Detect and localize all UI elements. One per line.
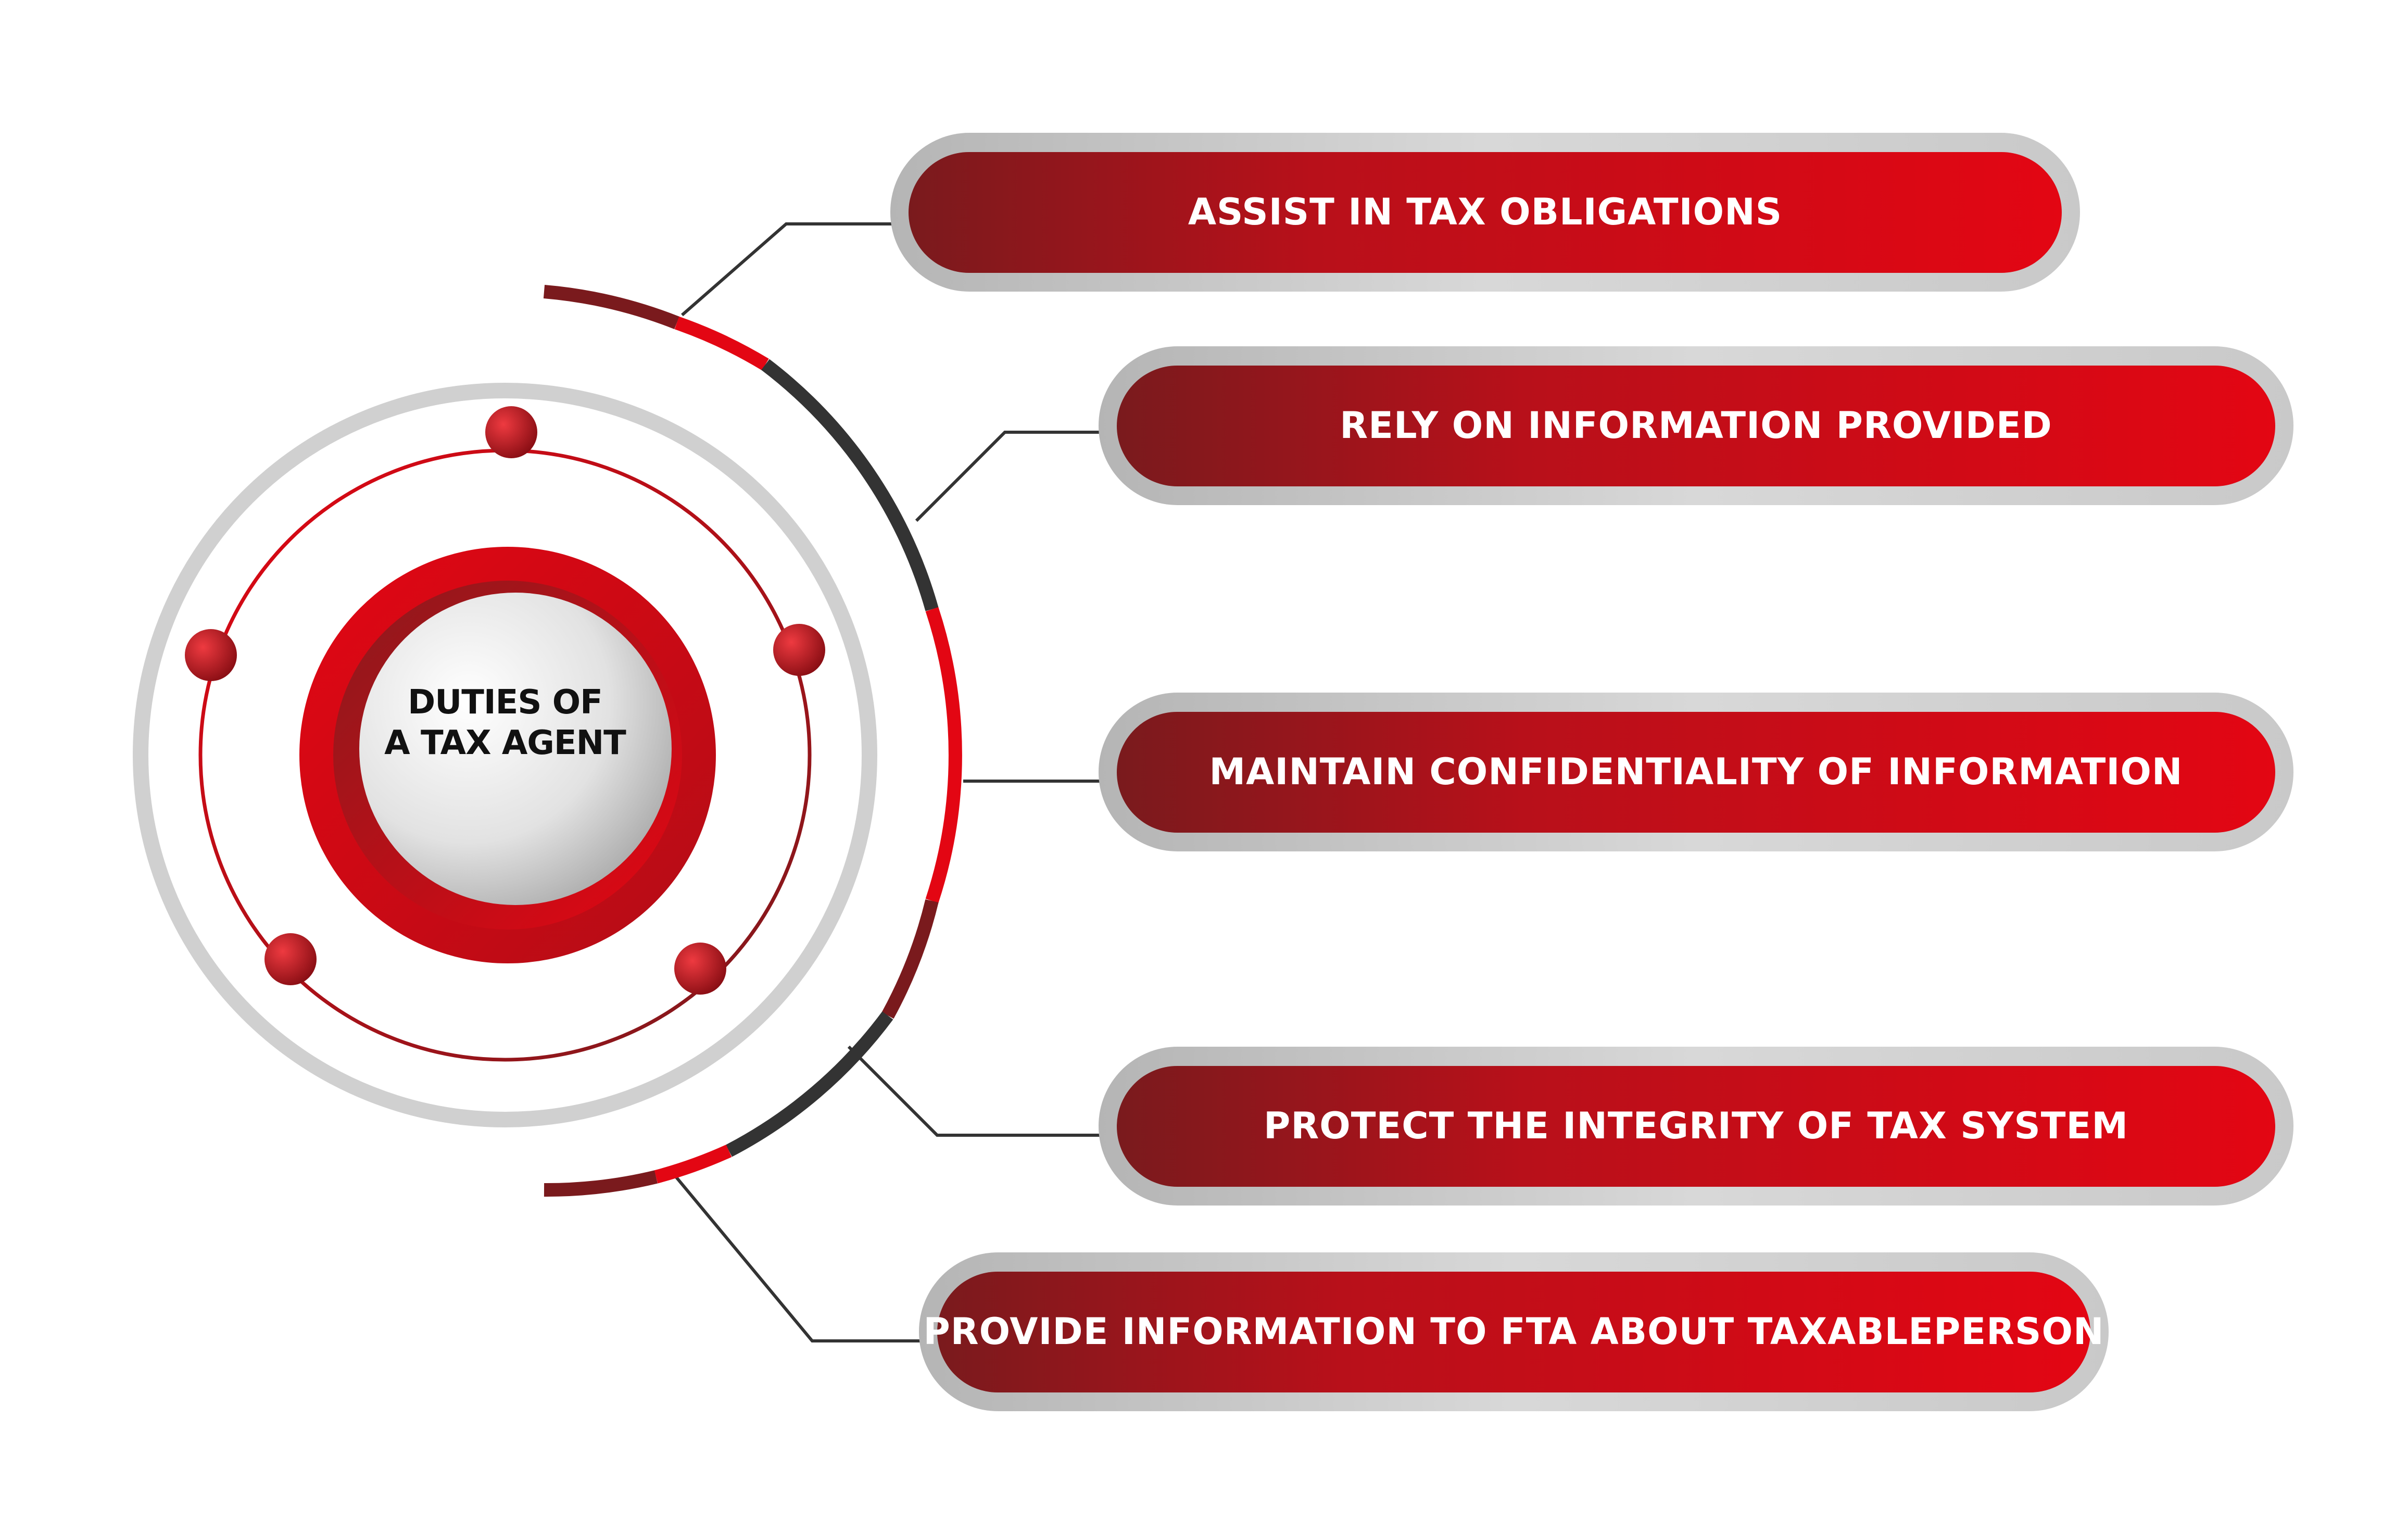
connector-4 (847, 1045, 1109, 1137)
orbit-dot (674, 943, 726, 995)
center-title: DUTIES OF A TAX AGENT (338, 682, 672, 763)
arc-segment (674, 316, 769, 371)
orbit-dot (773, 624, 825, 676)
orbit-dot (185, 629, 237, 681)
duty-pill-2 (1099, 346, 2293, 505)
duty-label-5: PROVIDE INFORMATION TO FTA ABOUT TAXABLE… (923, 1310, 2104, 1353)
central-hub (299, 547, 716, 963)
orbit-dot (264, 933, 317, 985)
orbit-dot (485, 406, 537, 458)
arc-segment (543, 285, 679, 330)
duty-label-1: ASSIST IN TAX OBLIGATIONS (1188, 191, 1783, 233)
outer-accent-arc (543, 285, 962, 1197)
arc-segment (544, 1170, 658, 1197)
arc-segment (654, 1145, 732, 1184)
center-title-line1: DUTIES OF (408, 683, 603, 722)
duty-pill-4 (1099, 1047, 2293, 1206)
connector-1 (681, 222, 901, 317)
connector-5 (670, 1171, 927, 1342)
connector-2 (915, 431, 1109, 522)
duty-pills (890, 133, 2293, 1411)
center-title-line2: A TAX AGENT (384, 724, 626, 762)
arc-segment (725, 1011, 893, 1157)
duty-pill-1 (890, 133, 2080, 292)
hub-core (359, 593, 672, 905)
duty-label-4: PROTECT THE INTEGRITY OF TAX SYSTEM (1264, 1104, 2128, 1147)
duty-label-3: MAINTAIN CONFIDENTIALITY OF INFORMATION (1209, 750, 2183, 793)
outer-grey-ring (133, 383, 877, 1127)
duty-pill-5 (919, 1252, 2109, 1411)
duty-label-2: RELY ON INFORMATION PROVIDED (1340, 404, 2052, 447)
arc-segment (881, 899, 939, 1019)
arc-segment (925, 607, 962, 903)
duty-pill-3 (1099, 693, 2293, 851)
arc-segment (761, 359, 939, 611)
orbit-dots (185, 406, 825, 995)
connector-lines (670, 222, 1109, 1342)
